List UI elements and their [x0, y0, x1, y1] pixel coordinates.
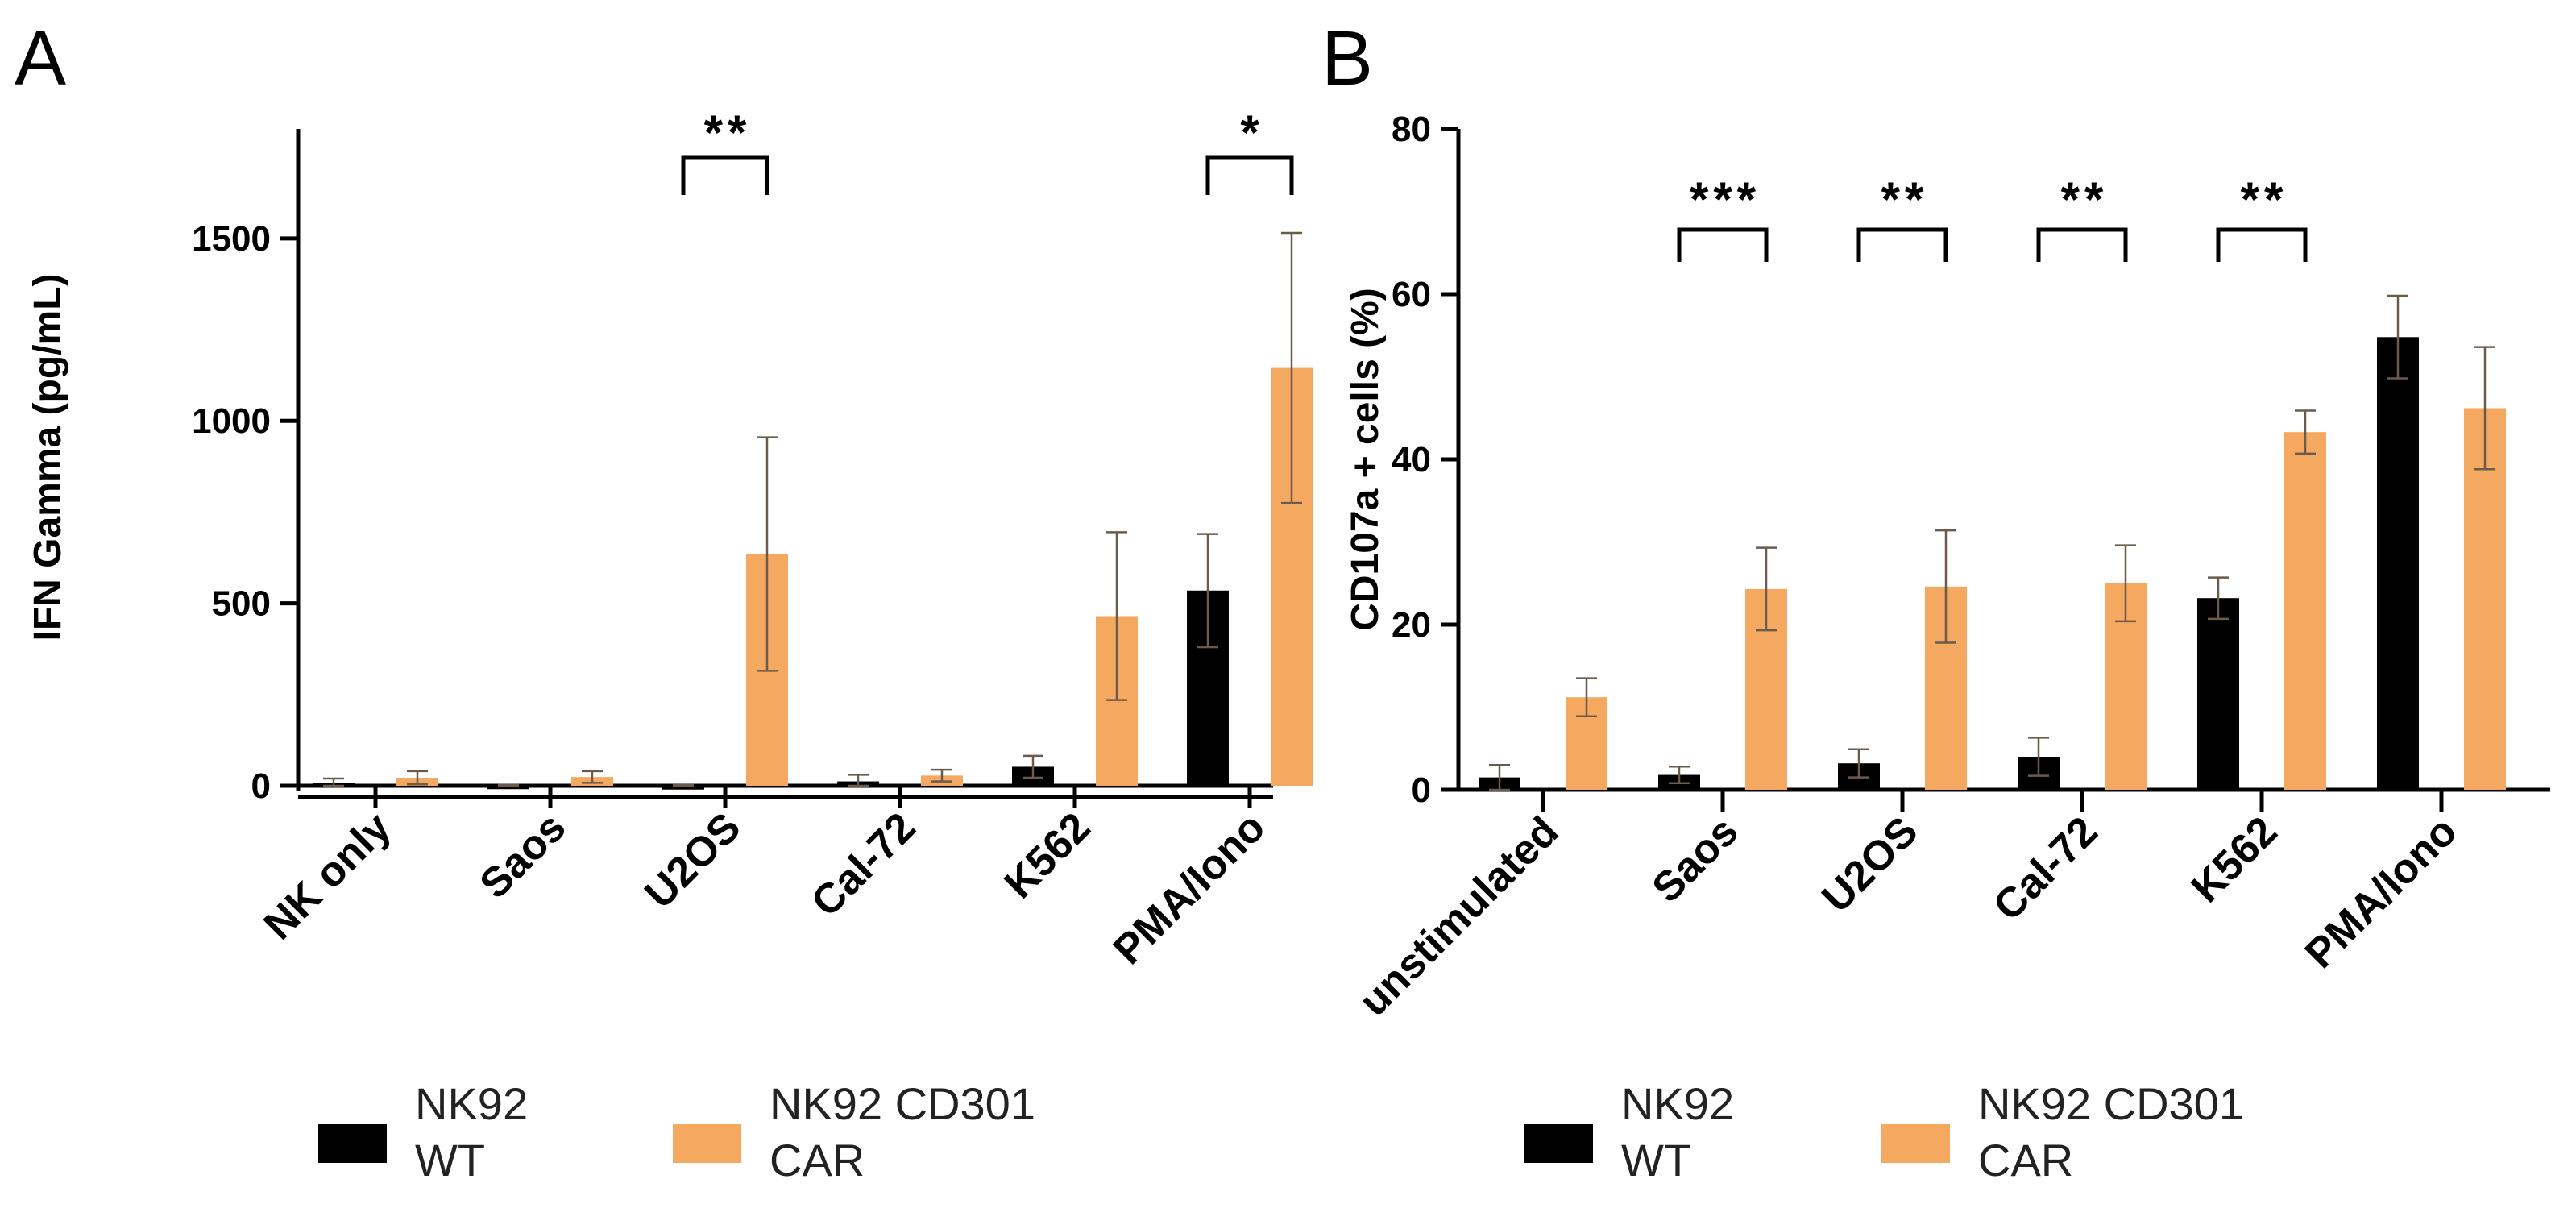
bar-nk92-wt-k562 — [2197, 598, 2239, 790]
legend-label-line2: WT — [1621, 1135, 1691, 1185]
x-tick-label-cal-72: Cal-72 — [803, 803, 924, 925]
significance-label: * — [1240, 106, 1263, 160]
y-tick-label: 500 — [212, 584, 271, 624]
y-tick-label: 1000 — [192, 401, 271, 441]
y-tick-label: 60 — [1392, 275, 1431, 314]
legend-swatch-nk92-wt — [1524, 1124, 1593, 1163]
significance-label: ** — [2061, 172, 2109, 226]
significance-label: ** — [2241, 172, 2288, 226]
legend-label-line1: NK92 — [415, 1078, 528, 1129]
bar-nk92-cd301-car-k562 — [2284, 432, 2326, 790]
x-tick-label-u2os: U2OS — [636, 803, 749, 917]
legend-label-line2: CAR — [1978, 1135, 2073, 1185]
significance-label: ** — [704, 106, 752, 160]
y-tick-label: 1500 — [192, 219, 271, 259]
bar-nk92-wt-pma-iono — [2377, 337, 2419, 790]
x-tick-label-pma-iono: PMA/Iono — [1105, 803, 1275, 974]
legend: NK92 WT NK92 CD301 CAR — [318, 1078, 1035, 1185]
y-tick-label: 20 — [1392, 605, 1431, 645]
x-tick-label-cal-72: Cal-72 — [1985, 808, 2106, 929]
significance-bracket — [1677, 227, 1769, 262]
y-tick-label: 40 — [1392, 440, 1431, 480]
legend-label-line1: NK92 CD301 — [1978, 1078, 2244, 1129]
significance-bracket — [1205, 155, 1294, 195]
legend-label-line1: NK92 — [1621, 1078, 1734, 1129]
x-tick-label-unstimulated: unstimulated — [1350, 808, 1568, 1025]
panel-a: A 0 500 1000 1500 IFN Gamma (pg/mL) NK only Sao… — [15, 15, 1313, 1185]
y-axis-title: IFN Gamma (pg/mL) — [27, 273, 69, 641]
x-tick-label-saos: Saos — [471, 803, 575, 907]
y-tick-label: 80 — [1392, 110, 1431, 149]
legend-swatch-nk92-cd301-car — [673, 1124, 741, 1163]
legend-label-line2: WT — [415, 1135, 485, 1185]
panel-b: B 0 20 40 60 80 CD107a + cells (%) unstimulated… — [1321, 15, 2550, 1185]
legend: NK92 WT NK92 CD301 CAR — [1524, 1078, 2244, 1185]
x-tick-label-k562: K562 — [2183, 808, 2287, 911]
x-tick-label-saos: Saos — [1644, 808, 1748, 911]
significance-bracket — [2216, 227, 2308, 262]
x-tick-label-u2os: U2OS — [1813, 808, 1927, 921]
panel-letter: A — [15, 15, 66, 102]
y-tick-label: 0 — [251, 766, 271, 806]
legend-swatch-nk92-wt — [318, 1124, 387, 1163]
panel-letter: B — [1321, 15, 1373, 102]
significance-bracket — [1856, 227, 1948, 262]
significance-label: *** — [1690, 172, 1761, 226]
y-axis-title: CD107a + cells (%) — [1344, 288, 1387, 631]
legend-label-line2: CAR — [769, 1135, 865, 1185]
x-tick-label-k562: K562 — [996, 803, 1100, 907]
significance-bracket — [2036, 227, 2128, 262]
bar-nk92-cd301-car-pma-iono — [2464, 408, 2506, 790]
x-tick-label-pma-iono: PMA/Iono — [2296, 808, 2466, 978]
legend-label-line1: NK92 CD301 — [769, 1078, 1035, 1129]
legend-swatch-nk92-cd301-car — [1881, 1124, 1950, 1163]
x-tick-label-nk-only: NK only — [255, 803, 400, 949]
significance-bracket — [681, 155, 769, 195]
significance-label: ** — [1881, 172, 1929, 226]
y-tick-label: 0 — [1412, 770, 1431, 810]
